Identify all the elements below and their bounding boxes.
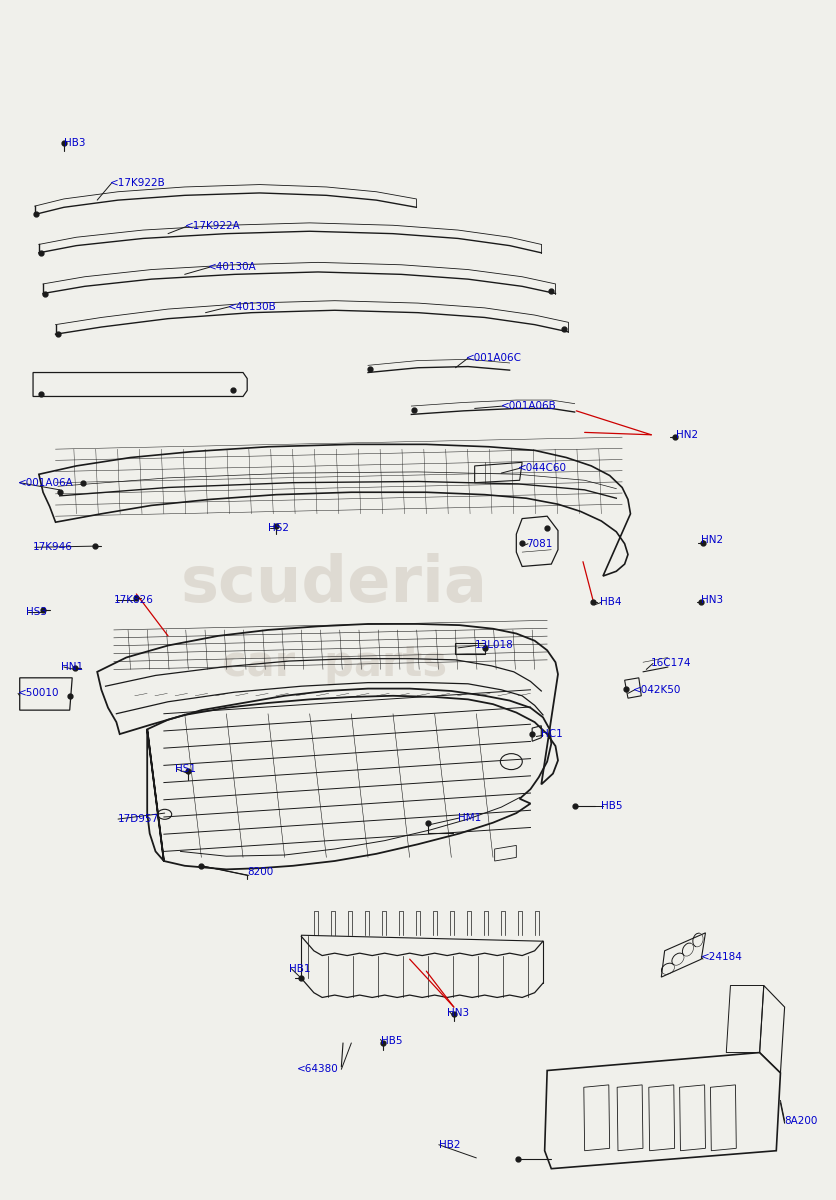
Text: <40130A: <40130A bbox=[208, 262, 257, 272]
Text: 17K946: 17K946 bbox=[33, 542, 73, 552]
Text: HN2: HN2 bbox=[676, 430, 698, 439]
Text: 17D957: 17D957 bbox=[118, 814, 159, 824]
Text: HN2: HN2 bbox=[701, 535, 723, 545]
Text: HB3: HB3 bbox=[64, 138, 85, 148]
Text: HB1: HB1 bbox=[289, 964, 310, 973]
Text: HS1: HS1 bbox=[175, 764, 196, 774]
Text: HB5: HB5 bbox=[601, 800, 623, 811]
Text: <50010: <50010 bbox=[18, 689, 59, 698]
Text: <001A06A: <001A06A bbox=[18, 478, 74, 487]
Text: <24184: <24184 bbox=[701, 952, 743, 961]
Text: <042K50: <042K50 bbox=[633, 685, 681, 695]
Text: HB4: HB4 bbox=[599, 598, 621, 607]
Text: <17K922B: <17K922B bbox=[110, 179, 166, 188]
Text: 17K826: 17K826 bbox=[114, 595, 154, 605]
Text: 8200: 8200 bbox=[247, 866, 273, 877]
Text: <17K922A: <17K922A bbox=[185, 222, 241, 232]
Text: scuderia: scuderia bbox=[181, 553, 488, 616]
Text: <64380: <64380 bbox=[297, 1064, 339, 1074]
Text: 7081: 7081 bbox=[527, 539, 553, 548]
Text: <044C60: <044C60 bbox=[518, 463, 567, 473]
Text: <001A06C: <001A06C bbox=[466, 353, 522, 364]
Text: car  parts: car parts bbox=[222, 643, 447, 685]
Text: HC1: HC1 bbox=[542, 730, 563, 739]
Text: <40130B: <40130B bbox=[228, 301, 277, 312]
Text: 13L018: 13L018 bbox=[475, 641, 513, 650]
Text: HN1: HN1 bbox=[61, 662, 84, 672]
Text: <001A06B: <001A06B bbox=[502, 401, 557, 412]
Text: HS3: HS3 bbox=[27, 607, 48, 617]
Text: HB5: HB5 bbox=[380, 1036, 402, 1045]
Text: HN3: HN3 bbox=[447, 1008, 469, 1018]
Text: HB2: HB2 bbox=[439, 1140, 461, 1150]
Text: HS2: HS2 bbox=[268, 523, 289, 533]
Text: HN3: HN3 bbox=[701, 595, 723, 605]
Text: 16C174: 16C174 bbox=[651, 659, 692, 668]
Text: 8A200: 8A200 bbox=[785, 1116, 818, 1126]
Text: HM1: HM1 bbox=[458, 812, 482, 823]
